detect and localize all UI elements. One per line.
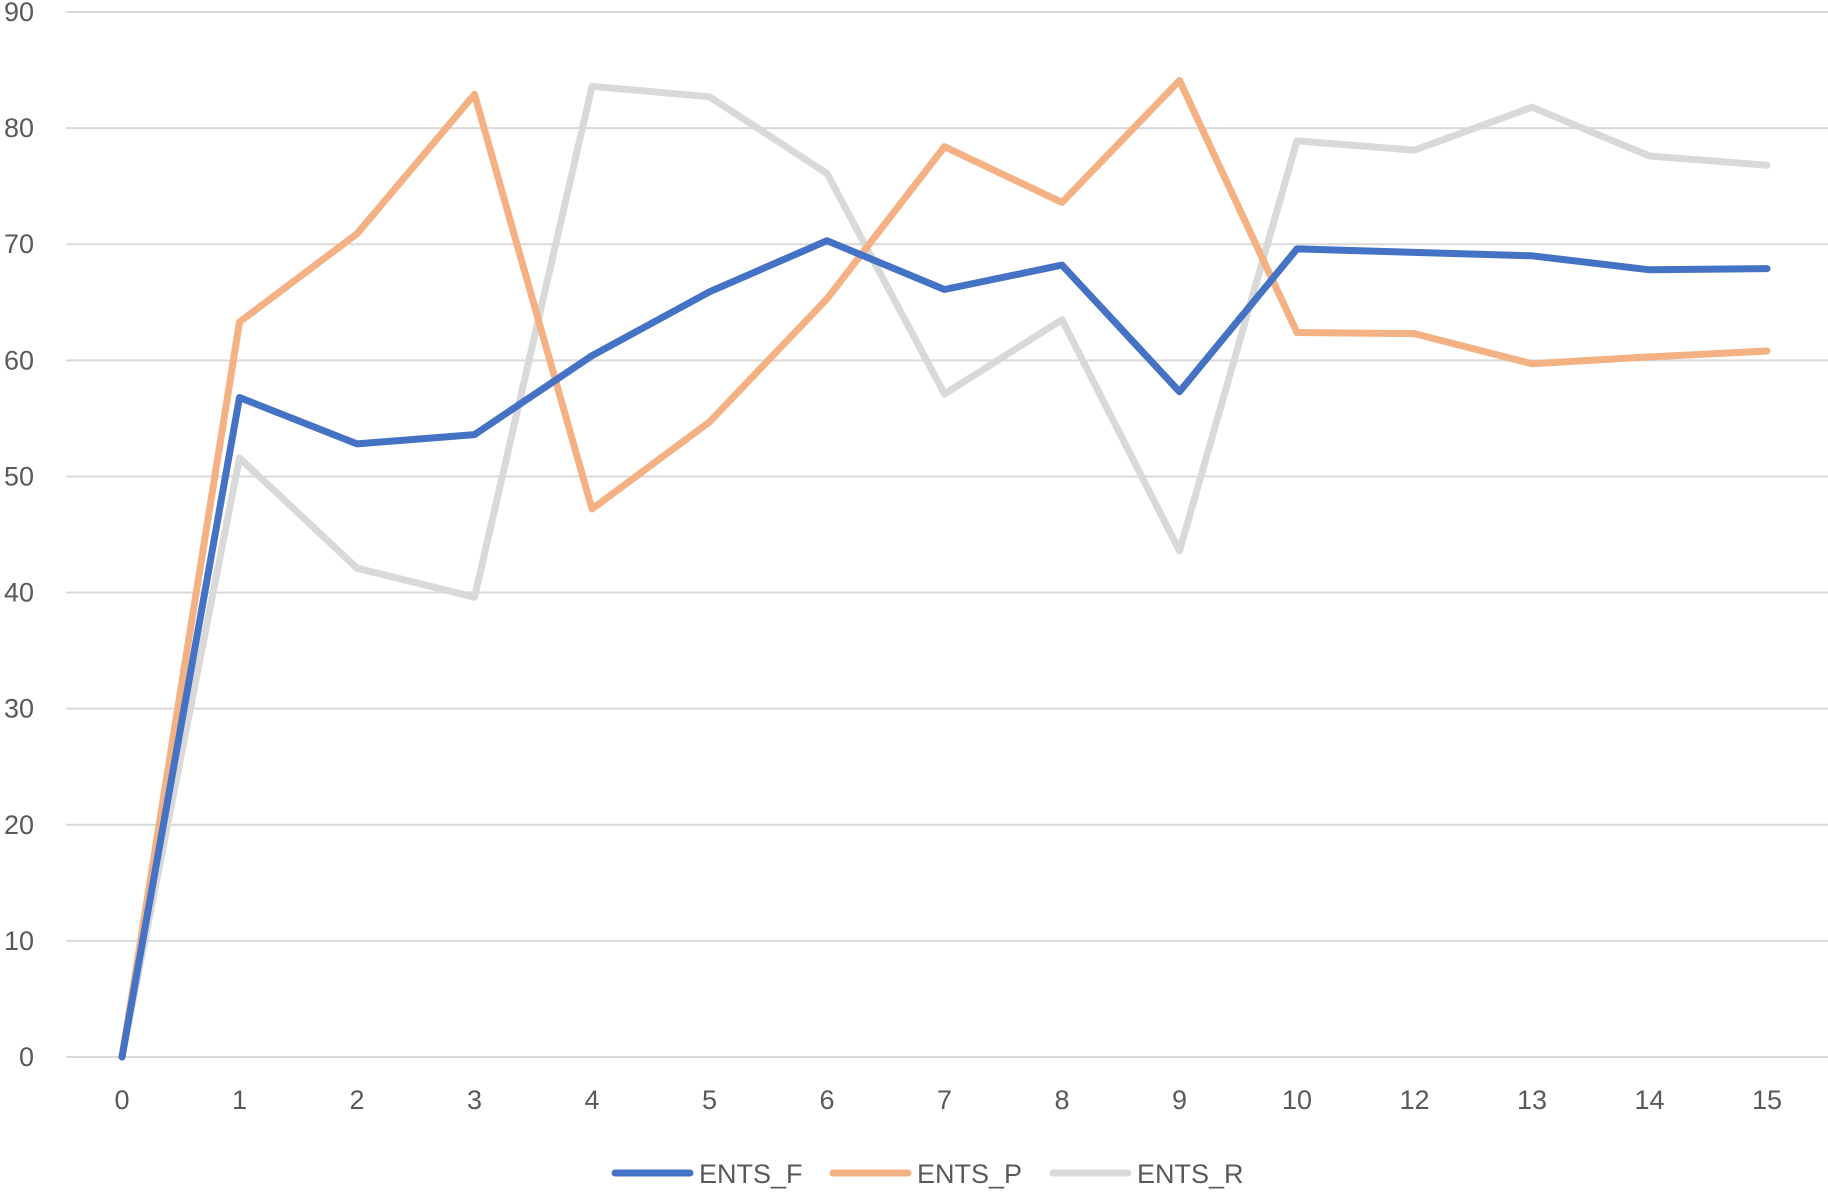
y-tick-label: 70 [4,229,34,259]
x-tick-label: 10 [1282,1085,1312,1115]
y-tick-label: 10 [4,926,34,956]
series-lines [118,77,1771,1061]
legend-label-ents-f: ENTS_F [699,1159,803,1189]
x-tick-label: 0 [114,1085,129,1115]
x-tick-label: 8 [1054,1085,1069,1115]
x-tick-label: 2 [349,1085,364,1115]
gridlines [66,11,1828,1058]
series-line-ents-p [118,77,1771,1061]
x-tick-label: 5 [702,1085,717,1115]
x-tick-label: 6 [819,1085,834,1115]
y-tick-label: 60 [4,345,34,375]
series-line-ents-r [118,82,1771,1061]
y-tick-label: 40 [4,578,34,608]
y-axis-ticks: 0 10 20 30 40 50 60 70 80 90 [4,0,34,1072]
y-tick-label: 80 [4,113,34,143]
x-tick-label: 4 [584,1085,599,1115]
x-tick-label: 7 [937,1085,952,1115]
y-tick-label: 0 [19,1042,34,1072]
y-tick-label: 50 [4,461,34,491]
x-tick-label: 14 [1634,1085,1664,1115]
x-tick-label: 3 [467,1085,482,1115]
legend-label-ents-r: ENTS_R [1137,1159,1244,1189]
x-tick-label: 15 [1752,1085,1782,1115]
y-tick-label: 20 [4,810,34,840]
x-tick-label: 12 [1399,1085,1429,1115]
x-axis-ticks: 0 1 2 3 4 5 6 7 8 9 10 12 13 14 15 [114,1085,1782,1115]
series-line-ents-f [118,237,1771,1061]
legend: ENTS_F ENTS_P ENTS_R [611,1159,1244,1189]
x-tick-label: 9 [1172,1085,1187,1115]
y-tick-label: 90 [4,0,34,27]
y-tick-label: 30 [4,694,34,724]
x-tick-label: 1 [232,1085,247,1115]
legend-label-ents-p: ENTS_P [917,1159,1022,1189]
x-tick-label: 13 [1517,1085,1547,1115]
